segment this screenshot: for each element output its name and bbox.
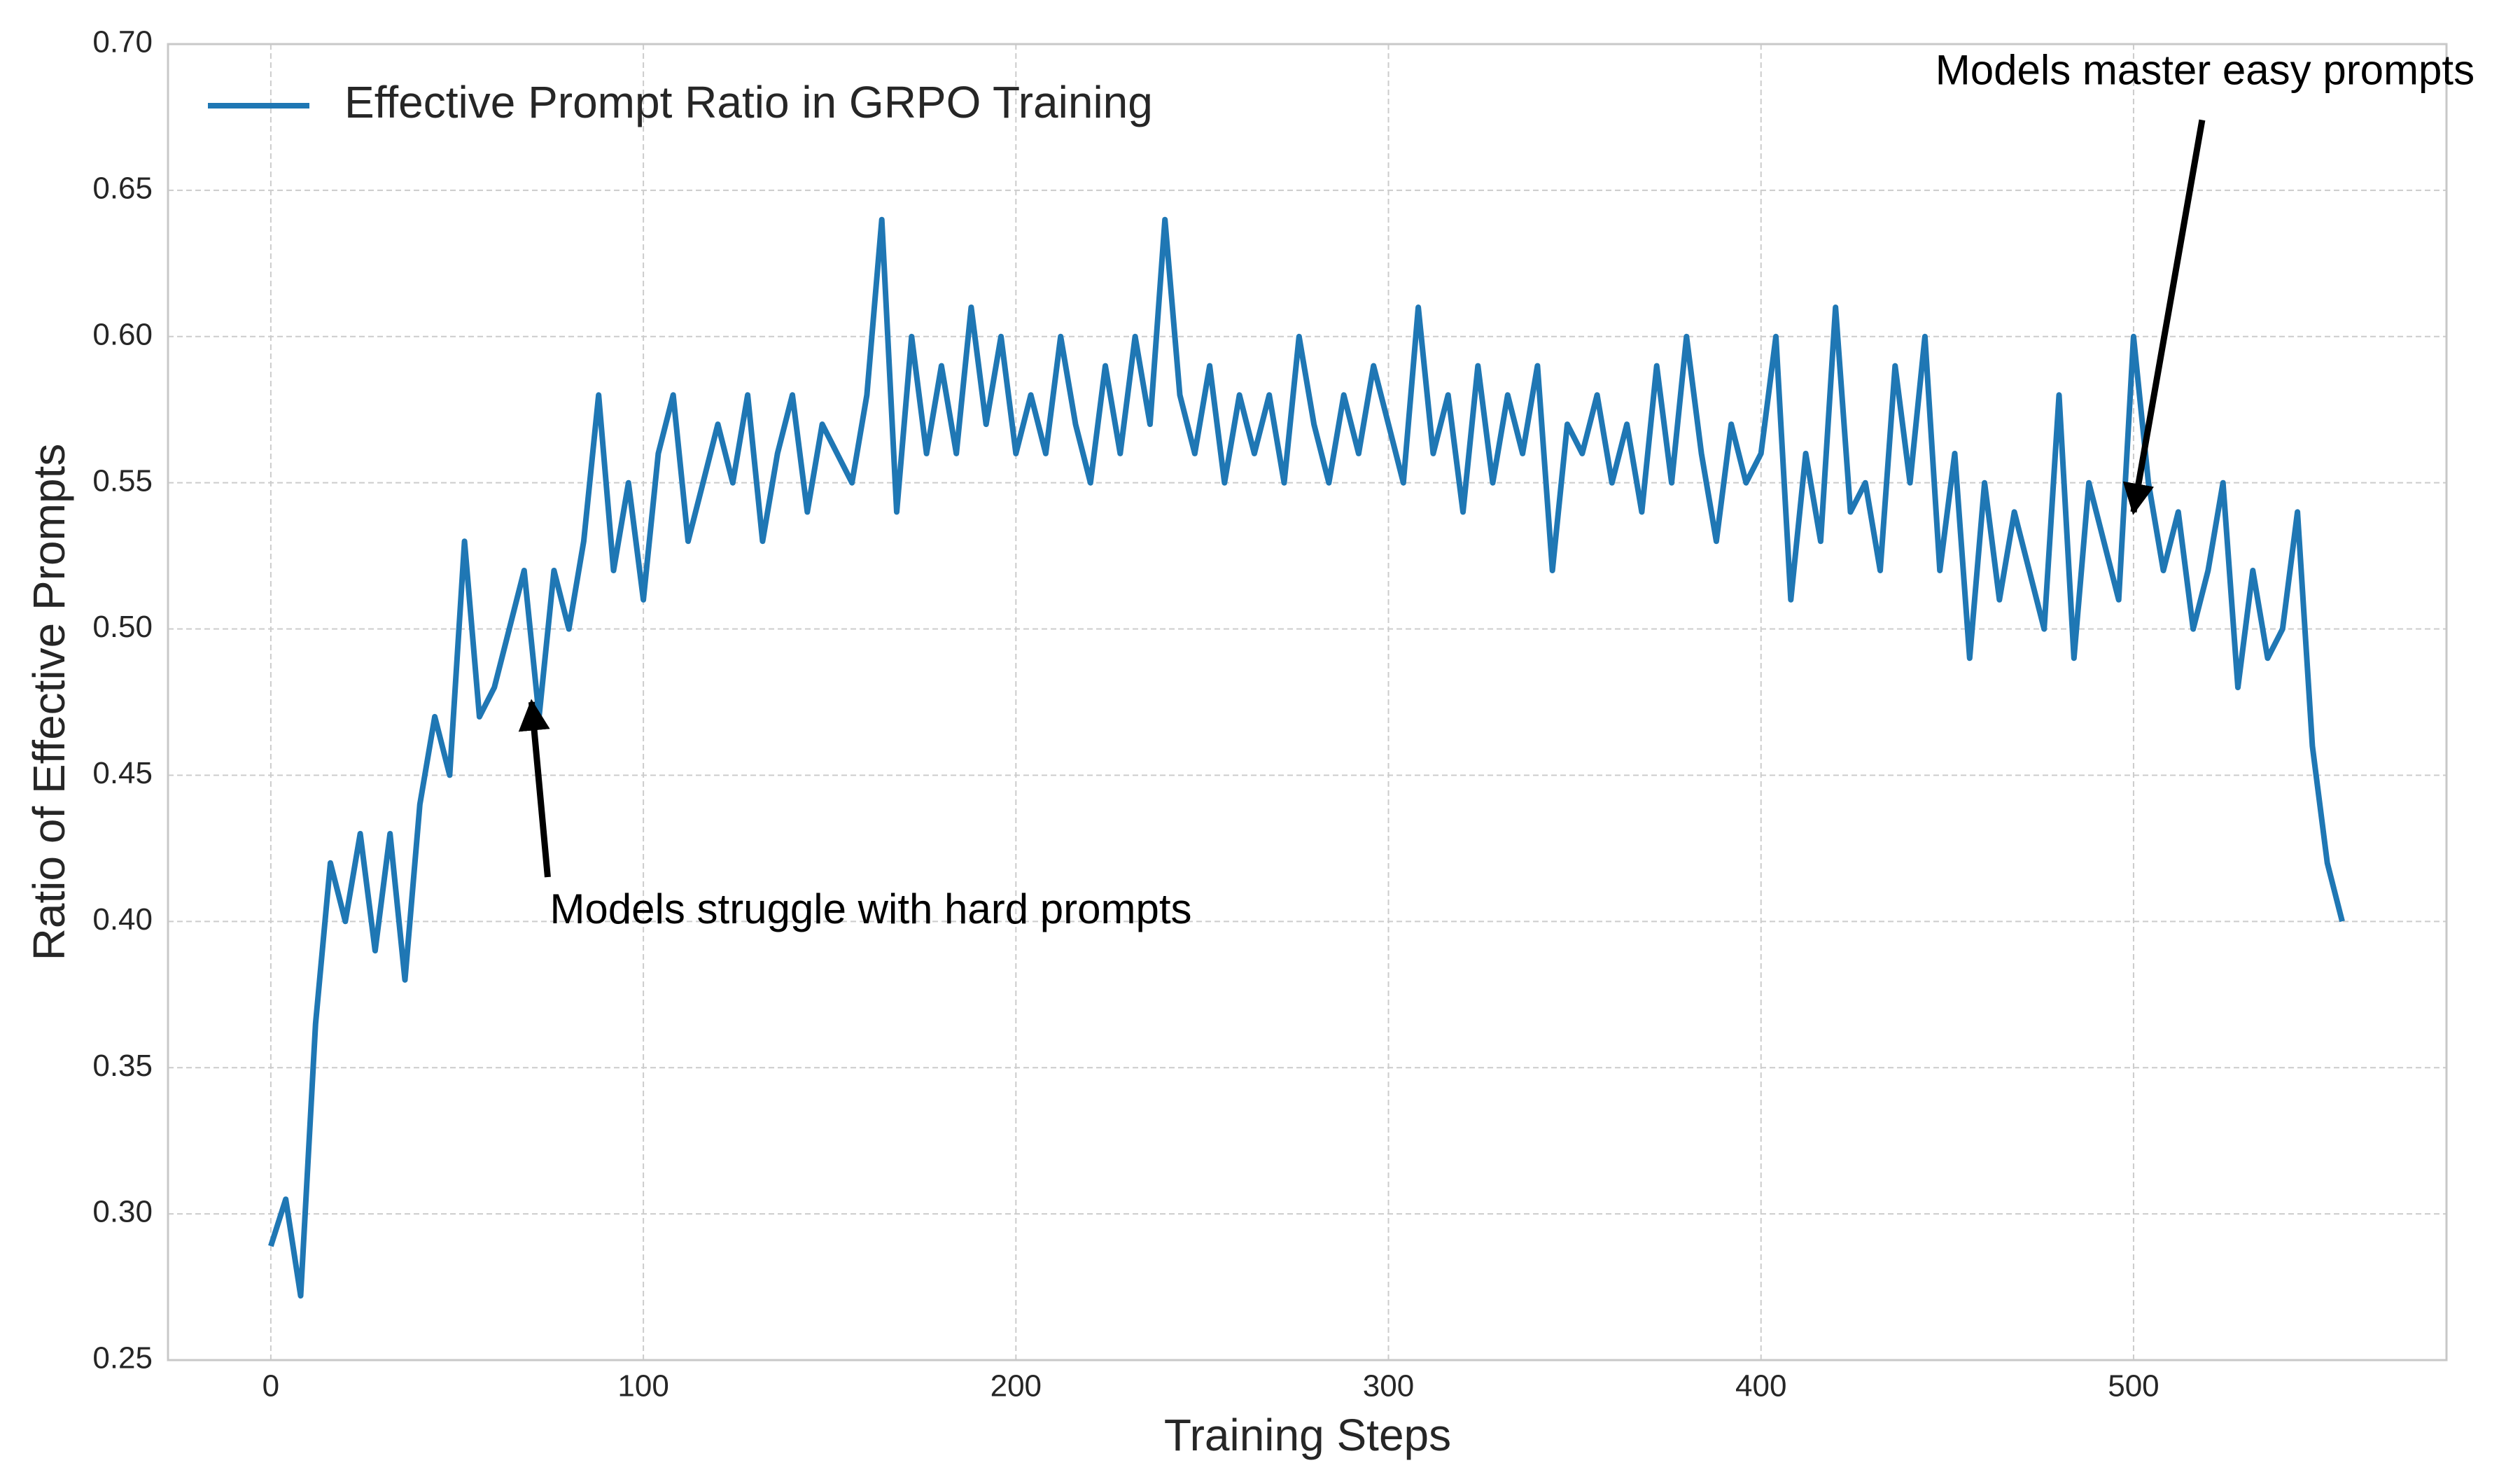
legend-label: Effective Prompt Ratio in GRPO Training xyxy=(344,77,1153,127)
y-tick-label: 0.35 xyxy=(92,1049,153,1083)
data-line xyxy=(268,216,2345,1299)
y-tick-label: 0.45 xyxy=(92,756,153,790)
annotation-text: Models master easy prompts xyxy=(1935,46,2474,93)
plot-frame xyxy=(167,43,2448,1362)
y-tick-label: 0.55 xyxy=(92,463,153,498)
x-tick-label: 200 xyxy=(990,1369,1042,1404)
x-tick-label: 400 xyxy=(1735,1369,1786,1404)
y-tick-label: 0.30 xyxy=(92,1195,153,1229)
y-tick-label: 0.40 xyxy=(92,902,153,937)
y-tick-label: 0.65 xyxy=(92,172,153,206)
x-tick-label: 500 xyxy=(2108,1369,2159,1404)
y-tick-label: 0.50 xyxy=(92,610,153,644)
annotation-arrow xyxy=(518,699,551,878)
x-tick-label: 300 xyxy=(1363,1369,1414,1404)
annotation-arrow xyxy=(2122,119,2206,515)
annotation-text: Models struggle with hard prompts xyxy=(550,886,1191,932)
y-axis-label: Ratio of Effective Prompts xyxy=(24,444,74,961)
y-tick-label: 0.70 xyxy=(92,25,153,59)
y-tick-label: 0.25 xyxy=(92,1341,153,1376)
x-axis-label: Training Steps xyxy=(1164,1410,1451,1460)
x-tick-label: 0 xyxy=(262,1369,279,1404)
y-tick-label: 0.60 xyxy=(92,317,153,351)
x-tick-label: 100 xyxy=(617,1369,668,1404)
